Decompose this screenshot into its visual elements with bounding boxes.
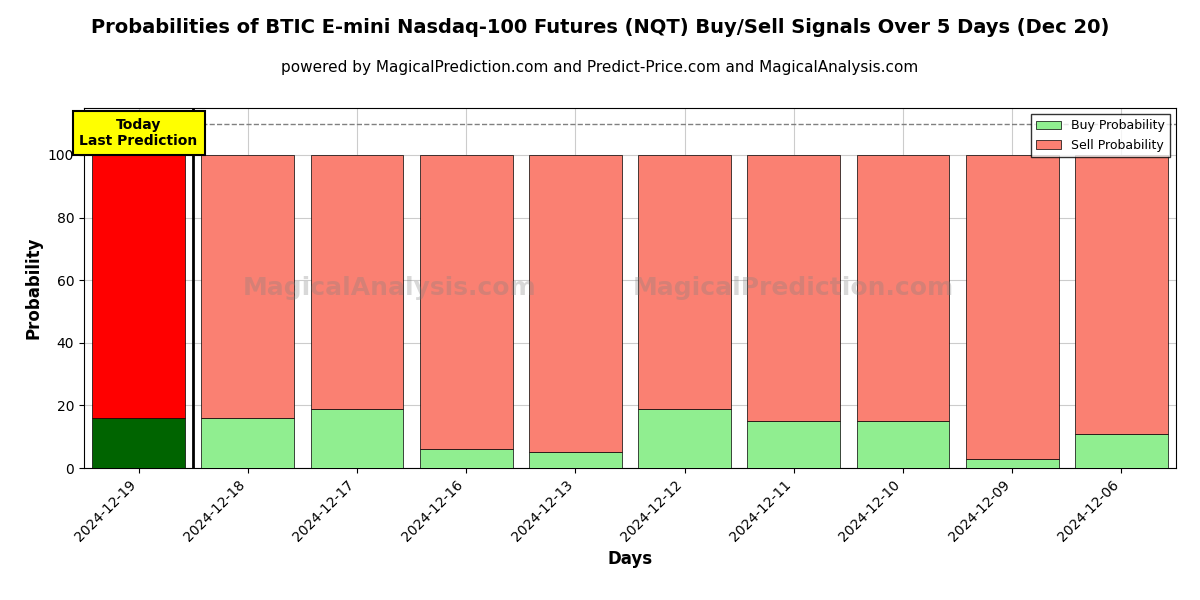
- Bar: [748, 421, 840, 468]
- Bar: [1075, 155, 1168, 434]
- Bar: [420, 155, 512, 449]
- Bar: [420, 449, 512, 468]
- Bar: [857, 155, 949, 421]
- X-axis label: Days: Days: [607, 550, 653, 568]
- Y-axis label: Probability: Probability: [24, 237, 42, 339]
- Bar: [966, 155, 1058, 458]
- Text: MagicalPrediction.com: MagicalPrediction.com: [634, 276, 954, 300]
- Bar: [529, 155, 622, 452]
- Bar: [202, 418, 294, 468]
- Bar: [92, 418, 185, 468]
- Text: Today
Last Prediction: Today Last Prediction: [79, 118, 198, 148]
- Bar: [311, 409, 403, 468]
- Bar: [202, 155, 294, 418]
- Bar: [638, 155, 731, 409]
- Bar: [638, 409, 731, 468]
- Bar: [966, 458, 1058, 468]
- Bar: [857, 421, 949, 468]
- Text: MagicalAnalysis.com: MagicalAnalysis.com: [242, 276, 536, 300]
- Bar: [92, 155, 185, 418]
- Bar: [529, 452, 622, 468]
- Text: Probabilities of BTIC E-mini Nasdaq-100 Futures (NQT) Buy/Sell Signals Over 5 Da: Probabilities of BTIC E-mini Nasdaq-100 …: [91, 18, 1109, 37]
- Legend: Buy Probability, Sell Probability: Buy Probability, Sell Probability: [1031, 114, 1170, 157]
- Text: powered by MagicalPrediction.com and Predict-Price.com and MagicalAnalysis.com: powered by MagicalPrediction.com and Pre…: [281, 60, 919, 75]
- Bar: [311, 155, 403, 409]
- Bar: [748, 155, 840, 421]
- Bar: [1075, 434, 1168, 468]
